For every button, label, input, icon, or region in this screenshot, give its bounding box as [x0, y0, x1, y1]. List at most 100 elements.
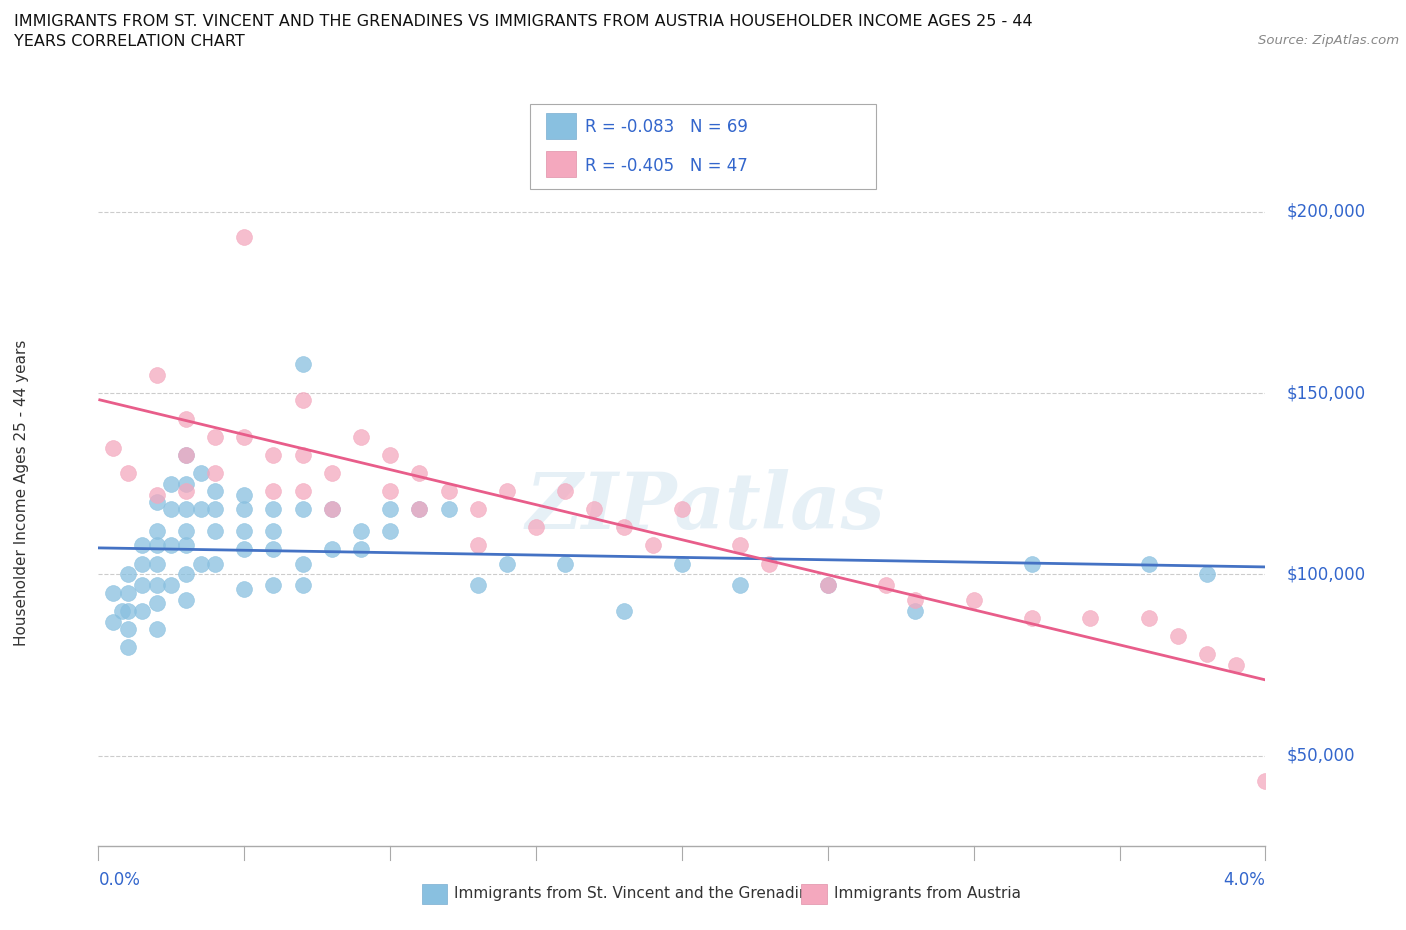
Point	[554, 484, 576, 498]
Point	[262, 484, 284, 498]
Point	[233, 430, 256, 445]
Point	[233, 487, 256, 502]
Point	[117, 585, 139, 600]
Point	[233, 230, 256, 245]
Point	[350, 524, 373, 538]
Point	[467, 538, 489, 553]
Point	[174, 567, 197, 582]
Point	[875, 578, 897, 592]
Point	[233, 541, 256, 556]
Point	[190, 502, 212, 517]
Point	[174, 447, 197, 462]
Point	[262, 502, 284, 517]
Point	[1021, 610, 1043, 625]
Point	[291, 393, 314, 408]
Point	[131, 538, 153, 553]
Point	[1137, 610, 1160, 625]
Point	[204, 556, 226, 571]
Point	[817, 578, 839, 592]
Point	[467, 502, 489, 517]
Point	[117, 604, 139, 618]
Point	[758, 556, 780, 571]
Point	[101, 440, 124, 455]
Point	[190, 466, 212, 481]
Point	[408, 466, 430, 481]
Point	[291, 484, 314, 498]
Point	[408, 502, 430, 517]
Point	[174, 502, 197, 517]
Point	[146, 524, 169, 538]
Text: Immigrants from St. Vincent and the Grenadines: Immigrants from St. Vincent and the Gren…	[454, 886, 827, 901]
Point	[204, 430, 226, 445]
Point	[641, 538, 664, 553]
Text: $100,000: $100,000	[1286, 565, 1365, 583]
Point	[233, 581, 256, 596]
Point	[131, 556, 153, 571]
Point	[554, 556, 576, 571]
Point	[146, 495, 169, 510]
Point	[117, 621, 139, 636]
Point	[131, 578, 153, 592]
Point	[378, 502, 402, 517]
Point	[146, 578, 169, 592]
Point	[904, 592, 927, 607]
Point	[378, 447, 402, 462]
Point	[174, 476, 197, 491]
Point	[496, 556, 519, 571]
Point	[160, 538, 183, 553]
Point	[378, 484, 402, 498]
Point	[1137, 556, 1160, 571]
Point	[233, 121, 256, 136]
Point	[146, 487, 169, 502]
Text: $200,000: $200,000	[1286, 203, 1365, 221]
Point	[350, 430, 373, 445]
Text: $50,000: $50,000	[1286, 747, 1355, 764]
Text: 0.0%: 0.0%	[98, 871, 141, 889]
Point	[1254, 774, 1277, 789]
Point	[262, 541, 284, 556]
Point	[291, 357, 314, 372]
Point	[146, 621, 169, 636]
Point	[1167, 629, 1189, 644]
Point	[262, 524, 284, 538]
Point	[204, 524, 226, 538]
Point	[408, 502, 430, 517]
Point	[204, 466, 226, 481]
Point	[437, 502, 460, 517]
Point	[291, 578, 314, 592]
Point	[321, 466, 343, 481]
Text: YEARS CORRELATION CHART: YEARS CORRELATION CHART	[14, 34, 245, 49]
Point	[1195, 646, 1218, 661]
Point	[496, 484, 519, 498]
Point	[817, 578, 839, 592]
Point	[904, 604, 927, 618]
Point	[1195, 567, 1218, 582]
Point	[160, 476, 183, 491]
Point	[262, 447, 284, 462]
Point	[160, 502, 183, 517]
Point	[101, 585, 124, 600]
Point	[174, 592, 197, 607]
Text: Householder Income Ages 25 - 44 years: Householder Income Ages 25 - 44 years	[14, 339, 28, 646]
Point	[101, 614, 124, 629]
Point	[671, 502, 693, 517]
Point	[117, 567, 139, 582]
Point	[291, 556, 314, 571]
Point	[131, 604, 153, 618]
Text: ZIPatlas: ZIPatlas	[526, 469, 884, 545]
Point	[117, 466, 139, 481]
Point	[204, 484, 226, 498]
Point	[467, 578, 489, 592]
Text: Source: ZipAtlas.com: Source: ZipAtlas.com	[1258, 34, 1399, 47]
Text: 4.0%: 4.0%	[1223, 871, 1265, 889]
Point	[291, 447, 314, 462]
Point	[174, 447, 197, 462]
Point	[233, 502, 256, 517]
Point	[190, 556, 212, 571]
Point	[233, 524, 256, 538]
Point	[262, 578, 284, 592]
Point	[174, 538, 197, 553]
Point	[583, 502, 606, 517]
Point	[1021, 556, 1043, 571]
Point	[204, 502, 226, 517]
